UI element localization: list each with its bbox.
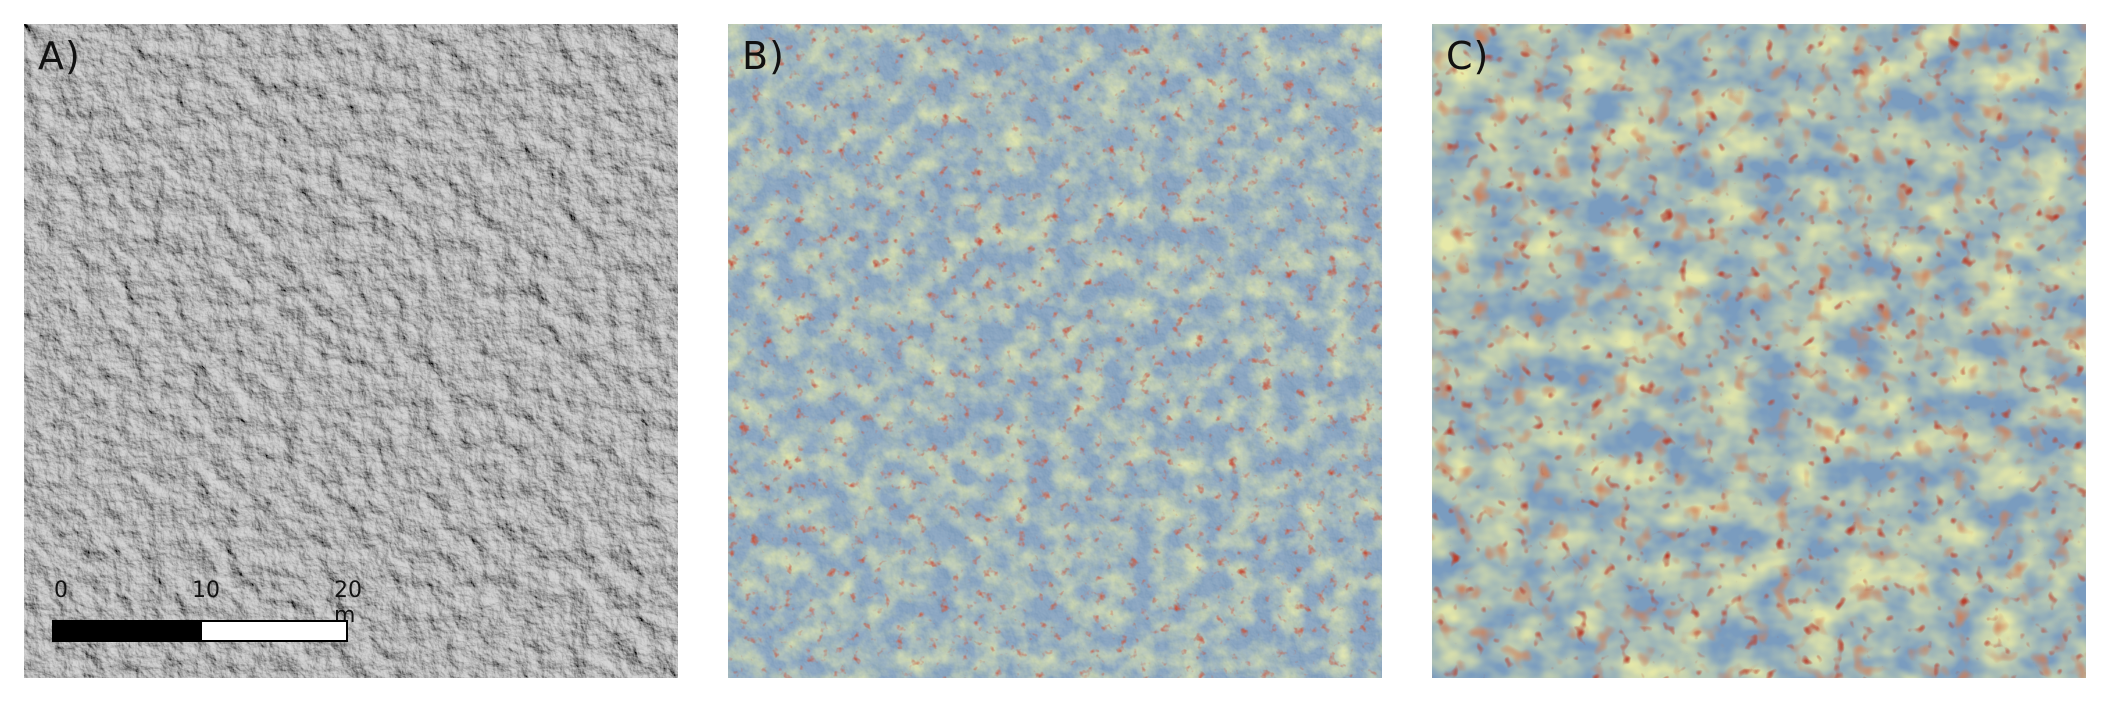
panel-label-a: A) xyxy=(38,34,81,78)
scale-tick-0: 0 xyxy=(54,578,68,603)
relief-map-fine-image xyxy=(728,24,1382,678)
panel-label-b: B) xyxy=(742,34,785,78)
hillshade-image xyxy=(24,24,678,678)
scale-bar-black-segment xyxy=(52,620,202,642)
scale-bar-white-segment xyxy=(200,620,348,642)
relief-map-coarse-image xyxy=(1432,24,2086,678)
scale-bar: 0 10 20 m xyxy=(52,578,362,648)
scale-tick-10: 10 xyxy=(192,578,220,603)
panel-label-c: C) xyxy=(1446,34,1490,78)
relief-map-fine-panel: B) xyxy=(728,24,1382,678)
hillshade-panel: A) 0 10 20 m xyxy=(24,24,678,678)
relief-map-coarse-panel: C) xyxy=(1432,24,2086,678)
